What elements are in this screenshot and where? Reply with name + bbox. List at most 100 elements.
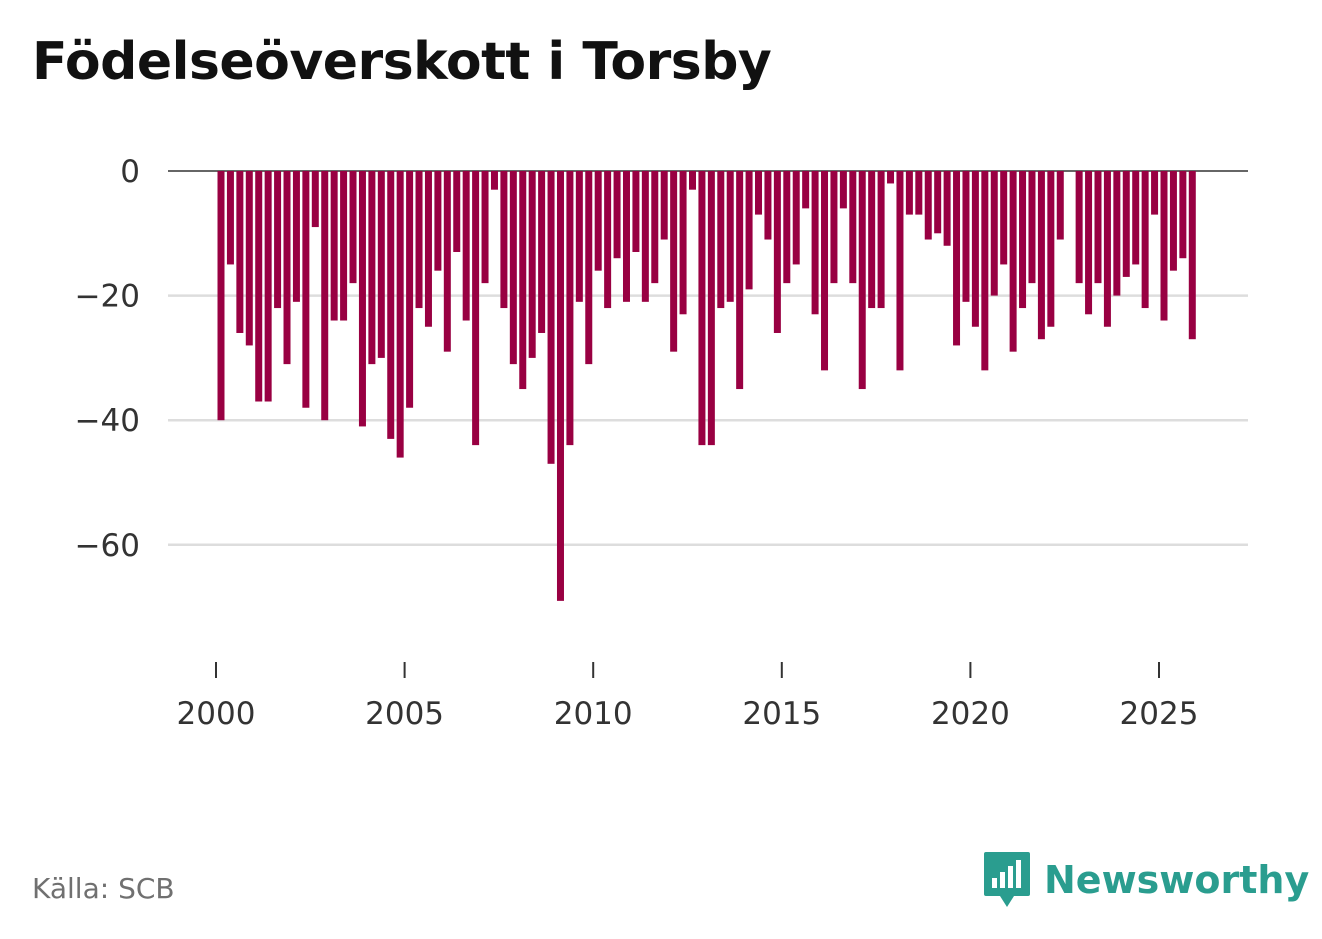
x-tick-label: 2020 (931, 696, 1010, 732)
bar (1000, 171, 1008, 265)
x-tick-label: 2025 (1120, 696, 1199, 732)
bar (358, 171, 366, 427)
bar (1169, 171, 1177, 271)
bar (368, 171, 376, 365)
bars (217, 171, 1196, 601)
bar (434, 171, 442, 271)
bar (585, 171, 593, 365)
bar (679, 171, 687, 315)
bar (528, 171, 536, 358)
bar (1075, 171, 1083, 284)
bar (887, 171, 895, 184)
bar (453, 171, 461, 252)
bar (1132, 171, 1140, 265)
bar (472, 171, 480, 446)
bar (1056, 171, 1064, 240)
bar (1085, 171, 1093, 315)
bar (896, 171, 904, 371)
bar (396, 171, 404, 458)
brand[interactable]: Newsworthy (982, 850, 1309, 910)
bar (481, 171, 489, 284)
bar (736, 171, 744, 390)
bar (1188, 171, 1196, 340)
y-tick-label: 0 (120, 154, 140, 190)
bar (707, 171, 715, 446)
bar (905, 171, 913, 215)
bar (226, 171, 234, 265)
bar (311, 171, 319, 228)
bar (424, 171, 432, 327)
bar (274, 171, 282, 309)
y-tick-label: −20 (75, 279, 140, 315)
bar (462, 171, 470, 321)
bar (971, 171, 979, 327)
bar (924, 171, 932, 240)
bar (934, 171, 942, 234)
bar (1151, 171, 1159, 215)
bar (1141, 171, 1149, 309)
bar (953, 171, 961, 346)
bar (349, 171, 357, 284)
bar (264, 171, 272, 402)
bar (1019, 171, 1027, 309)
source-note: Källa: SCB (32, 872, 175, 905)
bar (1122, 171, 1130, 277)
bar (821, 171, 829, 371)
bar (990, 171, 998, 296)
bar (594, 171, 602, 271)
bar (255, 171, 263, 402)
bar (858, 171, 866, 390)
bar (1160, 171, 1168, 321)
bar (387, 171, 395, 439)
bar (415, 171, 423, 309)
bar (302, 171, 310, 408)
bar (509, 171, 517, 365)
bar (283, 171, 291, 365)
x-tick-label: 2000 (177, 696, 256, 732)
bar (604, 171, 612, 309)
y-tick-label: −40 (75, 403, 140, 439)
bar (443, 171, 451, 352)
bar-chart: 0 −20 −40 −60 2000 2005 2010 2015 2020 2025 (75, 154, 1248, 732)
bar (1047, 171, 1055, 327)
bar (773, 171, 781, 333)
bar (330, 171, 338, 321)
bar (547, 171, 555, 464)
bar (1103, 171, 1111, 327)
bar (632, 171, 640, 252)
bar (575, 171, 583, 302)
bar (1037, 171, 1045, 340)
bar (651, 171, 659, 284)
bar (641, 171, 649, 302)
bar (689, 171, 696, 190)
chart-title: Födelseöverskott i Torsby (32, 32, 772, 92)
bar (340, 171, 348, 321)
y-tick-label: −60 (75, 528, 140, 564)
bar (802, 171, 810, 209)
bar (943, 171, 951, 246)
bar (538, 171, 546, 333)
bar (406, 171, 414, 408)
bar (915, 171, 923, 215)
bar (830, 171, 838, 284)
bar (236, 171, 244, 333)
brand-name: Newsworthy (1044, 858, 1310, 902)
bar (566, 171, 574, 446)
bar (764, 171, 772, 240)
bar (556, 171, 564, 601)
bar (519, 171, 527, 390)
x-tick-label: 2005 (365, 696, 444, 732)
bar (1094, 171, 1102, 284)
newsworthy-logo-icon (984, 852, 1030, 907)
bar (745, 171, 753, 290)
bar (245, 171, 253, 346)
y-axis-labels: 0 −20 −40 −60 (75, 154, 140, 564)
x-tick-label: 2010 (554, 696, 633, 732)
x-tick-label: 2015 (742, 696, 821, 732)
bar (726, 171, 734, 302)
bar (377, 171, 385, 358)
bar (839, 171, 847, 209)
bar (660, 171, 668, 240)
bar (613, 171, 621, 259)
bar (1113, 171, 1121, 296)
